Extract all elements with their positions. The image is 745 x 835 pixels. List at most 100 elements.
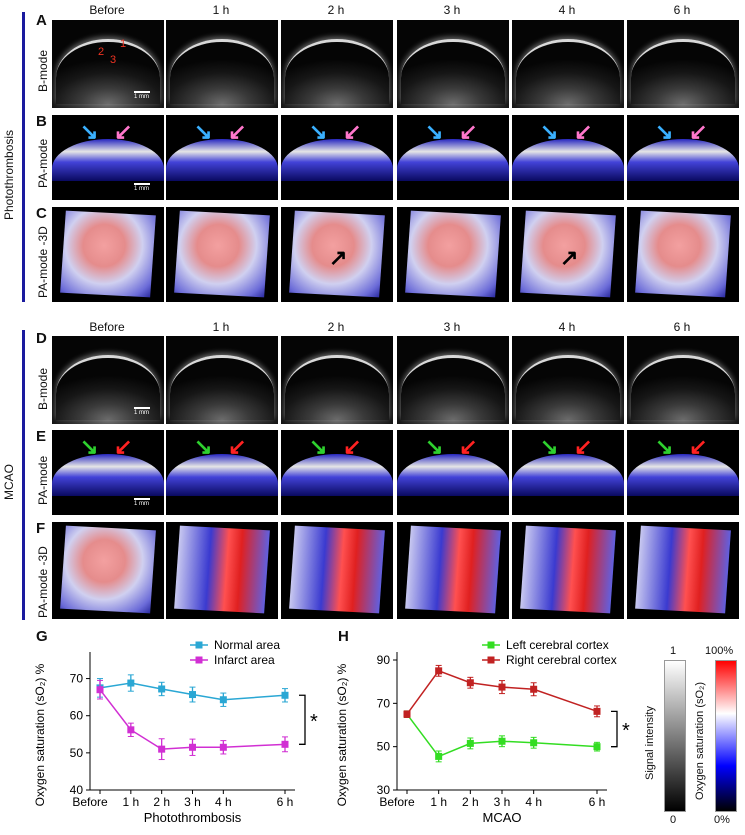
image-panel-d — [397, 336, 509, 424]
image-panel-e: 1 mm ↘ ↙ — [52, 430, 164, 515]
time-label: Before — [89, 3, 125, 17]
volume-render — [174, 525, 270, 614]
image-panel-c — [397, 207, 509, 302]
scale-bar-label: 1 mm — [134, 183, 150, 192]
arrow-icon: ↙ — [459, 119, 478, 144]
arrow-icon: ↘ — [80, 119, 99, 144]
x-tick-label: 6 h — [589, 795, 606, 809]
arrow-icon: ↗ — [329, 245, 348, 270]
image-panel-e: ↘ ↙ — [627, 430, 739, 515]
image-panel-e: ↘ ↙ — [166, 430, 278, 515]
panel-letter-f: F — [36, 520, 46, 537]
image-panel-b: ↘ ↙ — [627, 115, 739, 200]
data-point — [466, 739, 474, 747]
group-bar-top — [22, 12, 25, 302]
x-tick-label: 1 h — [122, 795, 139, 809]
data-point — [593, 743, 601, 751]
arrow-icon: ↙ — [114, 119, 133, 144]
image-panel-f — [397, 522, 509, 619]
x-tick-label: 6 h — [277, 795, 294, 809]
x-tick-label: 4 h — [215, 795, 232, 809]
image-panel-c: ↗ — [512, 207, 624, 302]
y-tick-label: 50 — [70, 746, 84, 760]
time-label: 1 h — [212, 320, 230, 334]
region-marker: 2 — [98, 46, 105, 58]
time-label: 4 h — [558, 3, 576, 17]
volume-render — [405, 525, 501, 614]
image-panel-c — [166, 207, 278, 302]
image-panel-c — [627, 207, 739, 302]
data-point — [281, 740, 289, 748]
image-panel-b: ↘ ↙ — [512, 115, 624, 200]
gray-colorbar — [664, 660, 686, 812]
image-panel-e: ↘ ↙ — [512, 430, 624, 515]
significance-bracket — [611, 710, 618, 748]
data-point — [127, 679, 135, 687]
x-tick-label: Before — [379, 795, 415, 809]
time-label: 6 h — [673, 320, 691, 334]
volume-render — [635, 525, 731, 614]
data-point — [593, 707, 601, 715]
region-marker: 3 — [110, 54, 117, 66]
image-panel-a — [281, 20, 393, 108]
data-point — [127, 726, 135, 734]
image-panel-e: ↘ ↙ — [397, 430, 509, 515]
panel-letter-b: B — [36, 113, 47, 130]
gray-bar-bottom-label: 0 — [670, 814, 677, 826]
legend-marker — [195, 641, 203, 649]
row-label-c: PA-mode -3D — [36, 226, 50, 298]
data-point — [219, 696, 227, 704]
chart-g-svg: 40 50 60 70 Before 1 h 2 h 3 h 4 h 6 h Photothromb… — [33, 638, 318, 825]
image-panel-f — [627, 522, 739, 619]
arrow-icon: ↙ — [343, 434, 362, 459]
image-panel-a — [166, 20, 278, 108]
row-label-a: B-mode — [36, 49, 50, 92]
image-panel-b: ↘ ↙ — [397, 115, 509, 200]
image-panel-c: ↗ — [281, 207, 393, 302]
arrow-icon: ↙ — [228, 434, 247, 459]
data-point — [158, 745, 166, 753]
image-panel-f — [512, 522, 624, 619]
y-tick-label: 60 — [70, 709, 84, 723]
row-label-f: PA-mode -3D — [36, 546, 50, 618]
x-axis-label: MCAO — [483, 810, 522, 825]
row-label-e: PA-mode — [36, 455, 50, 505]
scale-bar-label: 1 mm — [134, 407, 150, 416]
image-panel-b: ↘ ↙ — [281, 115, 393, 200]
data-point — [498, 737, 506, 745]
arrow-icon: ↙ — [114, 434, 133, 459]
image-panel-a — [627, 20, 739, 108]
data-point — [403, 710, 411, 718]
image-panel-a — [512, 20, 624, 108]
arrow-icon: ↘ — [309, 434, 328, 459]
image-panel-f — [52, 522, 164, 619]
panel-letter-h: H — [338, 628, 349, 645]
data-point — [498, 683, 506, 691]
time-label: 3 h — [443, 3, 461, 17]
legend-label: Left cerebral cortex — [506, 638, 609, 652]
data-point — [189, 743, 196, 751]
y-tick-label: 70 — [70, 672, 84, 686]
panel-letter-d: D — [36, 330, 47, 347]
arrow-icon: ↘ — [425, 434, 444, 459]
arrow-icon: ↙ — [459, 434, 478, 459]
x-tick-label: 3 h — [494, 795, 511, 809]
legend-label: Infarct area — [214, 653, 275, 667]
y-axis-label: Oxygen saturation (sO₂) % — [335, 663, 349, 806]
arrow-icon: ↘ — [655, 434, 674, 459]
x-tick-label: 2 h — [153, 795, 170, 809]
scale-bar-label: 1 mm — [134, 91, 150, 100]
gray-bar-label: Signal intensity — [644, 706, 656, 780]
volume-render — [60, 210, 156, 297]
image-panel-c — [52, 207, 164, 302]
y-tick-label: 70 — [377, 696, 391, 710]
arrow-icon: ↙ — [689, 434, 708, 459]
image-panel-d — [166, 336, 278, 424]
data-point — [219, 743, 227, 751]
arrow-icon: ↙ — [689, 119, 708, 144]
chart-h-svg: 30 50 70 90 Before 1 h 2 h 3 h 4 h 6 h MCAO Oxygen … — [335, 638, 630, 825]
arrow-icon: ↗ — [560, 245, 579, 270]
region-marker: 1 — [120, 38, 127, 50]
time-label: 2 h — [327, 3, 345, 17]
image-panel-b: ↘ ↙ — [166, 115, 278, 200]
